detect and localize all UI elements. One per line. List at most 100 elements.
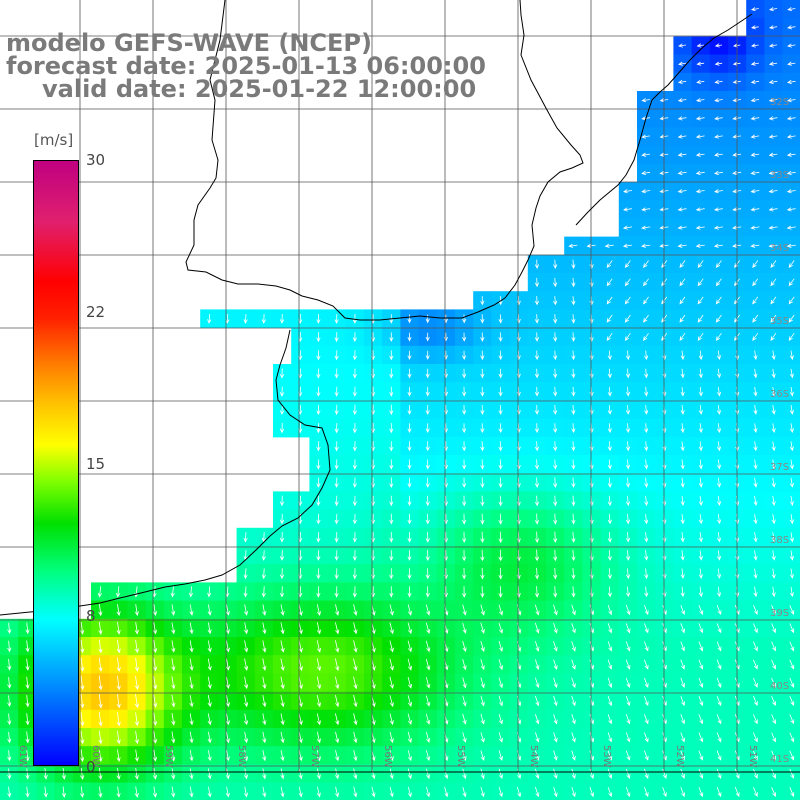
wind-arrow (352, 531, 357, 543)
wind-speed-cell (709, 254, 729, 274)
wind-arrow (553, 549, 558, 562)
wind-arrow (480, 296, 485, 306)
wind-arrow (25, 622, 30, 635)
wind-arrow (189, 768, 194, 780)
wind-arrow (644, 532, 649, 543)
wind-arrow (771, 441, 776, 452)
wind-arrow (753, 423, 758, 434)
wind-arrow (425, 405, 430, 415)
wind-arrow (480, 567, 485, 580)
wind-arrow (641, 207, 651, 212)
wind-arrow (607, 750, 613, 761)
wind-arrow (768, 225, 778, 230)
wind-arrow (98, 621, 103, 635)
wind-arrow (698, 532, 703, 543)
wind-arrow (462, 459, 467, 470)
wind-arrow (771, 659, 776, 670)
wind-speed-cell (691, 291, 711, 310)
wind-arrow (189, 786, 194, 798)
wind-arrow (787, 61, 796, 66)
wind-arrow (134, 622, 139, 635)
wind-arrow (571, 604, 576, 616)
wind-arrow (750, 61, 759, 66)
wind-arrow (770, 278, 777, 287)
wind-arrow (644, 677, 649, 688)
wind-speed-cell (655, 291, 674, 310)
wind-arrow (698, 441, 703, 452)
wind-arrow (625, 423, 631, 434)
wind-speed-cell (746, 309, 765, 329)
wind-arrow (425, 549, 430, 562)
wind-arrow (771, 732, 776, 743)
wind-arrow (462, 604, 467, 616)
wind-arrow (750, 43, 759, 48)
wind-arrow (680, 732, 685, 743)
wind-arrow (335, 731, 340, 744)
wind-arrow (498, 459, 503, 470)
wind-arrow (498, 695, 503, 707)
wind-arrow (389, 423, 394, 434)
wind-arrow (243, 604, 249, 616)
wind-arrow (262, 676, 267, 690)
wind-arrow (171, 786, 176, 798)
wind-arrow (316, 568, 321, 580)
wind-arrow (625, 532, 631, 543)
wind-arrow (625, 368, 631, 379)
wind-arrow (698, 768, 704, 779)
wind-arrow (698, 605, 704, 616)
wind-arrow (607, 368, 612, 379)
wind-arrow (622, 243, 633, 248)
wind-arrow (498, 404, 503, 415)
wind-arrow (134, 712, 139, 727)
wind-arrow (788, 260, 795, 269)
wind-arrow (25, 713, 30, 726)
wind-arrow (425, 604, 431, 616)
wind-arrow (189, 694, 194, 708)
wind-arrow (171, 676, 176, 690)
wind-arrow (698, 586, 703, 598)
wind-arrow (641, 189, 651, 194)
wind-arrow (698, 368, 703, 379)
wind-arrow (535, 677, 540, 689)
colorbar-tick-22: 22 (86, 303, 106, 321)
wind-arrow (789, 459, 794, 470)
wind-arrow (644, 623, 649, 634)
wind-speed-cell (782, 691, 800, 711)
wind-arrow (498, 332, 503, 342)
wind-arrow (335, 604, 340, 616)
wind-arrow (280, 676, 285, 690)
wind-arrow (641, 152, 651, 157)
wind-speed-cell (782, 564, 800, 583)
wind-speed-cell (673, 782, 693, 800)
wind-speed-cell (782, 364, 800, 383)
wind-arrow (498, 314, 503, 324)
wind-arrow (677, 152, 687, 157)
wind-arrow (752, 332, 759, 341)
wind-arrow (207, 695, 212, 708)
wind-arrow (316, 441, 321, 452)
wind-arrow (334, 368, 339, 379)
wind-arrow (553, 622, 558, 634)
wind-arrow (480, 459, 485, 470)
wind-arrow (697, 296, 704, 305)
wind-arrow (698, 732, 704, 743)
wind-arrow (498, 750, 503, 761)
wind-arrow (771, 605, 776, 616)
wind-arrow (444, 786, 449, 798)
wind-arrow (607, 495, 612, 507)
wind-arrow (534, 622, 540, 634)
wind-speed-cell (509, 782, 529, 800)
wind-arrow (553, 768, 558, 780)
wind-arrow (788, 332, 795, 341)
wind-arrow (644, 513, 649, 525)
latitude-label: 39S (770, 608, 789, 619)
wind-arrow (571, 786, 576, 798)
wind-arrow (207, 731, 212, 744)
lat-lon-grid (0, 0, 800, 773)
wind-arrow (116, 730, 121, 745)
wind-arrow (716, 495, 722, 507)
wind-arrow (425, 386, 430, 397)
latitude-label: 36S (770, 389, 789, 400)
wind-arrow (425, 513, 430, 525)
wind-speed-cell (728, 291, 747, 310)
